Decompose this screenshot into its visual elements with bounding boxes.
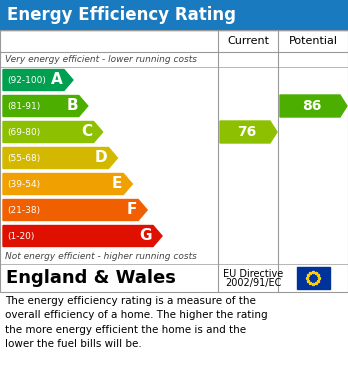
Text: (92-100): (92-100) <box>7 75 46 84</box>
Polygon shape <box>3 122 103 142</box>
Text: (81-91): (81-91) <box>7 102 40 111</box>
Text: 2002/91/EC: 2002/91/EC <box>225 278 281 288</box>
Text: EU Directive: EU Directive <box>223 269 283 279</box>
Text: D: D <box>95 151 108 165</box>
Bar <box>0 0 348 30</box>
Polygon shape <box>3 147 118 169</box>
Text: England & Wales: England & Wales <box>6 269 176 287</box>
Text: 86: 86 <box>302 99 322 113</box>
Text: 76: 76 <box>237 125 256 139</box>
Text: Potential: Potential <box>288 36 338 46</box>
Text: (69-80): (69-80) <box>7 127 40 136</box>
Polygon shape <box>3 199 147 221</box>
Text: (21-38): (21-38) <box>7 206 40 215</box>
Polygon shape <box>3 174 132 194</box>
Text: C: C <box>81 124 93 140</box>
Text: Current: Current <box>227 36 269 46</box>
Text: (1-20): (1-20) <box>7 231 34 240</box>
Bar <box>0 30 348 292</box>
Polygon shape <box>220 121 277 143</box>
Polygon shape <box>3 70 73 90</box>
Text: Energy Efficiency Rating: Energy Efficiency Rating <box>7 6 236 24</box>
Polygon shape <box>3 95 88 117</box>
Text: The energy efficiency rating is a measure of the
overall efficiency of a home. T: The energy efficiency rating is a measur… <box>5 296 268 349</box>
Text: (55-68): (55-68) <box>7 154 40 163</box>
Text: F: F <box>127 203 137 217</box>
Polygon shape <box>3 226 162 246</box>
Text: B: B <box>66 99 78 113</box>
Text: A: A <box>51 72 63 88</box>
Text: Very energy efficient - lower running costs: Very energy efficient - lower running co… <box>5 55 197 64</box>
Bar <box>296 267 330 289</box>
Polygon shape <box>280 95 347 117</box>
Text: G: G <box>140 228 152 244</box>
Text: E: E <box>112 176 122 192</box>
Text: Not energy efficient - higher running costs: Not energy efficient - higher running co… <box>5 252 197 261</box>
Text: (39-54): (39-54) <box>7 179 40 188</box>
